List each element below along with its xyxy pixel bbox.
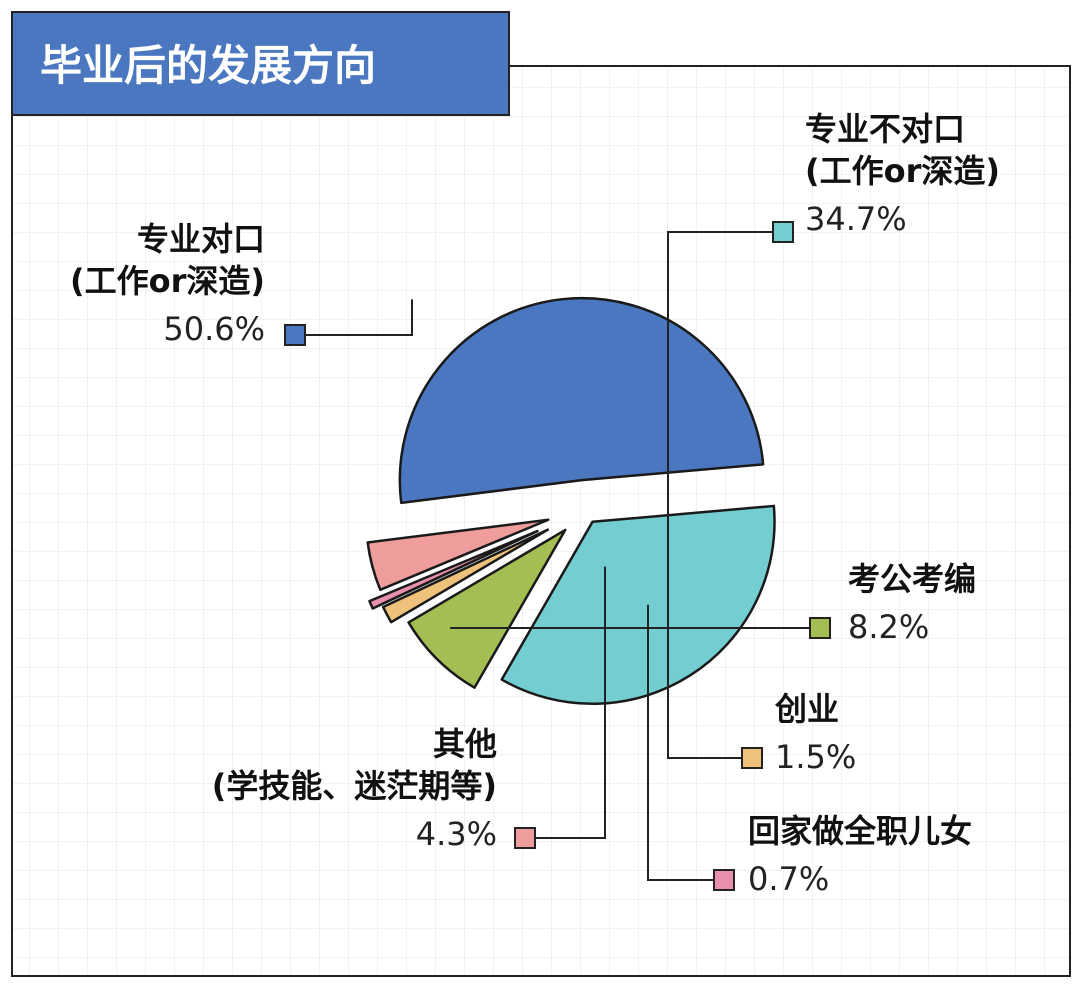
slice-label-5-line-2: (学技能、迷茫期等) <box>212 767 497 805</box>
slice-marker-2 <box>809 617 831 639</box>
pie-slice-1 <box>500 504 776 706</box>
slice-value-1: 34.7% <box>805 200 907 238</box>
title-box <box>11 11 510 116</box>
slice-value-5: 4.3% <box>416 815 497 853</box>
slice-value-3: 1.5% <box>775 738 856 776</box>
slice-value-4: 0.7% <box>748 860 829 898</box>
slice-marker-6 <box>284 324 306 346</box>
slice-label-5-line-1: 其他 <box>433 725 497 763</box>
slice-label-6-line-2: (工作or深造) <box>70 262 265 300</box>
pie-slice-3 <box>381 528 550 624</box>
slice-marker-4 <box>713 869 735 891</box>
pie-slice-2 <box>407 528 567 689</box>
leader-line-1 <box>667 231 783 676</box>
slice-label-3-line-1: 创业 <box>774 690 839 728</box>
slice-label-4-line-1: 回家做全职儿女 <box>748 812 972 850</box>
pie-slice-4 <box>368 529 539 610</box>
slice-marker-1 <box>772 221 794 243</box>
leader-lines <box>295 231 820 881</box>
pie-slices <box>366 296 776 706</box>
slice-label-6-line-1: 专业对口 <box>137 220 265 258</box>
slice-label-2-line-1: 考公考编 <box>848 560 976 598</box>
slice-marker-5 <box>514 827 536 849</box>
pie-slice-5 <box>366 518 550 592</box>
slice-label-1-line-1: 专业不对口 <box>805 110 965 148</box>
slice-value-6: 50.6% <box>163 310 265 348</box>
chart-title: 毕业后的发展方向 <box>40 41 376 90</box>
leader-line-6 <box>295 299 413 336</box>
slice-value-2: 8.2% <box>848 608 929 646</box>
leader-line-3 <box>667 614 752 759</box>
slice-labels: 专业不对口 (工作or深造) 34.7% 考公考编 8.2% 创业 1.5% 回家做全职儿女 0… <box>70 110 1000 898</box>
slice-marker-3 <box>741 747 763 769</box>
slice-label-1-line-2: (工作or深造) <box>805 152 1000 190</box>
leader-line-5 <box>525 566 606 839</box>
pie-slice-6 <box>398 296 765 505</box>
leader-line-4 <box>647 604 724 881</box>
